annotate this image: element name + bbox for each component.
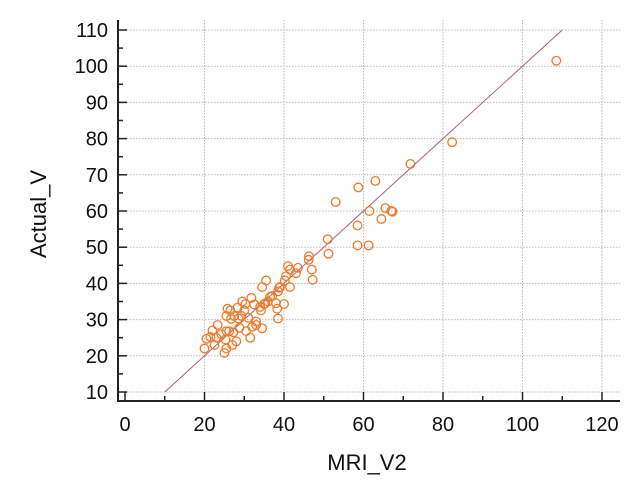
data-point	[281, 271, 291, 282]
x-tick-label: 80	[432, 414, 454, 436]
data-point	[236, 311, 247, 321]
y-tick-label: 50	[86, 237, 108, 259]
data-point	[221, 311, 232, 321]
data-point	[245, 332, 256, 343]
y-tick-label: 70	[86, 165, 108, 187]
data-point	[551, 55, 562, 66]
data-point	[228, 327, 239, 338]
data-point	[201, 333, 212, 344]
y-tick-label: 90	[86, 92, 108, 114]
y-tick-label: 60	[86, 201, 108, 223]
data-point	[222, 303, 233, 314]
data-point	[239, 305, 250, 316]
y-axis-title: Actual_V	[26, 170, 51, 258]
data-point	[279, 275, 290, 286]
data-point	[273, 313, 283, 324]
data-point	[322, 234, 333, 245]
data-point	[307, 274, 318, 285]
data-point	[352, 240, 363, 251]
data-point	[304, 251, 314, 262]
data-point	[352, 220, 363, 231]
data-point	[353, 182, 364, 193]
data-point	[303, 254, 314, 265]
grid-lines	[118, 20, 620, 401]
data-point	[237, 296, 248, 307]
data-point	[447, 137, 458, 148]
x-tick-label: 100	[506, 414, 539, 436]
data-point	[247, 321, 258, 332]
y-tick-label: 40	[86, 273, 108, 295]
data-point	[267, 291, 278, 302]
x-axis-title: MRI_V2	[327, 450, 406, 475]
y-tick-label: 10	[86, 382, 108, 404]
data-point	[240, 299, 251, 309]
data-point	[255, 305, 266, 316]
y-tick-label: 80	[86, 129, 108, 151]
data-point	[257, 282, 268, 292]
data-point	[219, 347, 230, 358]
data-point	[275, 282, 285, 292]
data-point	[212, 320, 223, 330]
data-point	[199, 343, 210, 354]
x-tick-label: 40	[273, 414, 295, 436]
data-point	[209, 339, 220, 350]
data-point	[255, 301, 266, 312]
y-tick-label: 20	[86, 346, 108, 368]
data-point	[257, 323, 268, 334]
data-point	[285, 282, 295, 292]
y-tick-label: 30	[86, 310, 108, 332]
data-point	[241, 326, 252, 337]
tick-labels: 0 20 40 60 80 100 120 10 20 30 40 50 60 70 80 90 100 110	[75, 20, 619, 436]
x-tick-label: 20	[193, 414, 215, 436]
data-point	[306, 264, 317, 275]
data-point	[330, 196, 341, 207]
data-point	[246, 292, 257, 303]
data-point	[370, 176, 381, 186]
data-point	[387, 206, 398, 217]
x-tick-label: 60	[352, 414, 374, 436]
data-point	[376, 214, 387, 224]
data-points	[199, 55, 562, 358]
data-point	[323, 248, 334, 259]
data-point	[207, 325, 218, 336]
y-tick-label: 110	[76, 20, 108, 42]
axes	[117, 20, 620, 402]
data-point	[405, 158, 416, 169]
data-point	[363, 240, 374, 251]
x-tick-label: 0	[119, 414, 130, 436]
x-tick-label: 120	[585, 414, 618, 436]
y-tick-label: 100	[75, 56, 108, 78]
data-point	[272, 303, 283, 314]
data-point	[364, 206, 375, 216]
